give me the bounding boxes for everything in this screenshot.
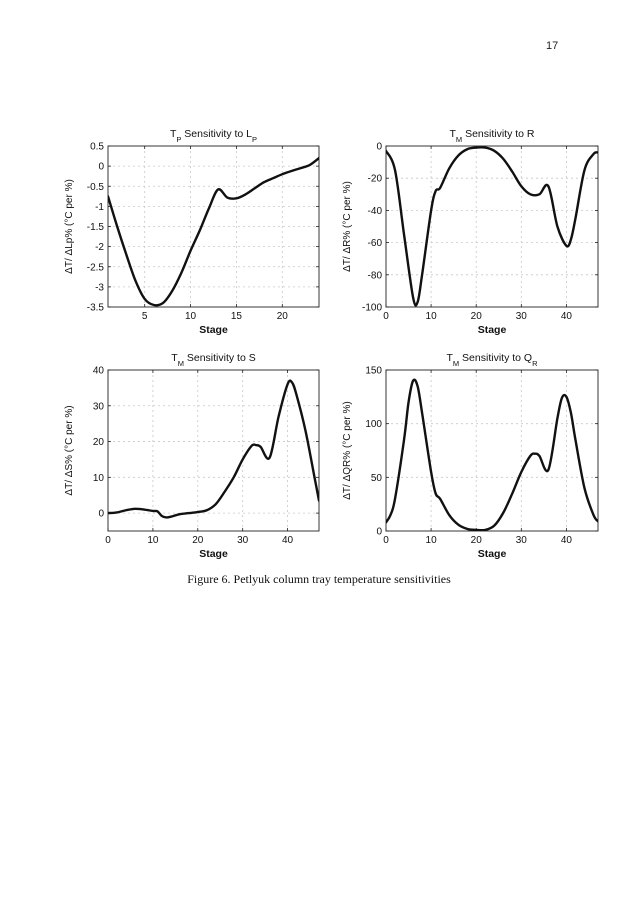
y-tick-label: 100 <box>365 419 382 430</box>
x-tick-label: 40 <box>561 535 573 546</box>
series-line <box>386 146 598 307</box>
plot-frame <box>385 369 599 532</box>
y-tick-label: -1.5 <box>87 222 105 233</box>
chart-panel-4: 0 10 20 30 40 150 100 50 0 Stage ΔT/ ΔQR% (°C per … <box>342 352 599 560</box>
y-tick-label: 0 <box>98 509 104 520</box>
chart-title: TM Sensitivity to R <box>449 128 534 144</box>
y-tick-label: 0 <box>98 162 104 173</box>
y-axis-label: ΔT/ ΔQR% (°C per %) <box>342 401 353 499</box>
x-tick-label: 10 <box>426 535 438 546</box>
y-tick-label: 150 <box>365 366 382 377</box>
figure: 5 10 15 20 0.5 0 -0.5 -1 -1.5 -2 -2.5 -3 -3.5 Stage ΔT… <box>64 128 599 560</box>
y-tick-label: -1 <box>95 202 104 213</box>
x-tick-label: 40 <box>561 311 573 322</box>
plot-frame <box>385 145 599 308</box>
y-tick-label: -3 <box>95 282 104 293</box>
y-tick-label: -2.5 <box>87 262 105 273</box>
x-tick-label: 5 <box>142 311 148 322</box>
y-tick-label: -60 <box>368 238 383 249</box>
y-tick-label: 30 <box>93 401 105 412</box>
x-tick-label: 40 <box>282 535 294 546</box>
chart-title: TP Sensitivity to LP <box>170 128 257 144</box>
series-line <box>386 378 598 531</box>
y-tick-label: 0 <box>376 527 382 538</box>
chart-panel-2: 0 10 20 30 40 0 -20 -40 -60 -80 -100 Stage ΔT/ ΔR% (… <box>342 128 599 336</box>
x-tick-label: 20 <box>192 535 204 546</box>
x-tick-label: 15 <box>231 311 243 322</box>
series-line <box>108 156 319 307</box>
y-tick-label: 0.5 <box>90 142 104 153</box>
x-axis-label: Stage <box>199 548 228 560</box>
x-tick-label: 30 <box>516 311 528 322</box>
x-tick-label: 10 <box>185 311 197 322</box>
chart-panel-1: 5 10 15 20 0.5 0 -0.5 -1 -1.5 -2 -2.5 -3 -3.5 Stage ΔT… <box>64 128 320 336</box>
y-tick-label: 40 <box>93 366 105 377</box>
y-axis-label: ΔT/ ΔLp% (°C per %) <box>64 179 75 274</box>
x-axis-label: Stage <box>478 324 507 336</box>
y-tick-label: -40 <box>368 206 383 217</box>
x-tick-label: 20 <box>471 535 483 546</box>
x-axis-label: Stage <box>199 324 228 336</box>
plot-frame <box>107 369 320 532</box>
y-tick-label: -3.5 <box>87 303 105 314</box>
chart-panel-3: 0 10 20 30 40 40 30 20 10 0 Stage ΔT/ ΔS% (°C per %… <box>64 352 320 560</box>
y-tick-label: -100 <box>362 303 382 314</box>
x-tick-label: 0 <box>383 311 389 322</box>
y-axis-label: ΔT/ ΔS% (°C per %) <box>64 405 75 495</box>
y-tick-label: 50 <box>371 473 383 484</box>
y-tick-label: 10 <box>93 473 105 484</box>
y-tick-label: 20 <box>93 437 105 448</box>
page-number: 17 <box>546 40 559 52</box>
x-tick-label: 20 <box>471 311 483 322</box>
x-tick-label: 30 <box>516 535 528 546</box>
x-tick-label: 30 <box>237 535 249 546</box>
x-tick-label: 0 <box>105 535 111 546</box>
chart-title: TM Sensitivity to QR <box>446 352 538 368</box>
y-tick-label: -80 <box>368 270 383 281</box>
x-tick-label: 0 <box>383 535 389 546</box>
chart-title: TM Sensitivity to S <box>171 352 255 368</box>
x-tick-label: 10 <box>426 311 438 322</box>
series-line <box>108 379 319 519</box>
x-axis-label: Stage <box>478 548 507 560</box>
y-tick-label: -2 <box>95 242 104 253</box>
y-tick-label: -20 <box>368 174 383 185</box>
x-tick-label: 20 <box>277 311 289 322</box>
y-tick-label: -0.5 <box>87 182 105 193</box>
figure-caption: Figure 6. Petlyuk column tray temperatur… <box>187 572 451 586</box>
y-axis-label: ΔT/ ΔR% (°C per %) <box>342 181 353 272</box>
x-tick-label: 10 <box>147 535 159 546</box>
y-tick-label: 0 <box>376 142 382 153</box>
